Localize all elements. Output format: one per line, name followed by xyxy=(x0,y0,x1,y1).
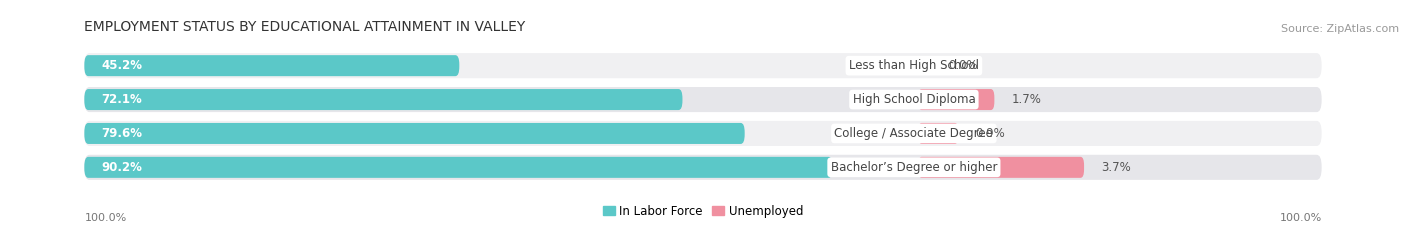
Legend: In Labor Force, Unemployed: In Labor Force, Unemployed xyxy=(598,200,808,223)
FancyBboxPatch shape xyxy=(84,55,460,76)
FancyBboxPatch shape xyxy=(918,157,1084,178)
Text: 0.9%: 0.9% xyxy=(976,127,1005,140)
Text: 0.0%: 0.0% xyxy=(949,59,979,72)
FancyBboxPatch shape xyxy=(84,87,1322,112)
FancyBboxPatch shape xyxy=(918,89,994,110)
FancyBboxPatch shape xyxy=(84,157,832,178)
Text: High School Diploma: High School Diploma xyxy=(852,93,976,106)
FancyBboxPatch shape xyxy=(84,123,745,144)
Text: 3.7%: 3.7% xyxy=(1101,161,1130,174)
Text: Less than High School: Less than High School xyxy=(849,59,979,72)
FancyBboxPatch shape xyxy=(84,53,1322,78)
Text: 1.7%: 1.7% xyxy=(1011,93,1040,106)
Text: 90.2%: 90.2% xyxy=(101,161,142,174)
Text: 72.1%: 72.1% xyxy=(101,93,142,106)
Text: 45.2%: 45.2% xyxy=(101,59,142,72)
Text: EMPLOYMENT STATUS BY EDUCATIONAL ATTAINMENT IN VALLEY: EMPLOYMENT STATUS BY EDUCATIONAL ATTAINM… xyxy=(84,21,526,34)
Text: Source: ZipAtlas.com: Source: ZipAtlas.com xyxy=(1281,24,1399,34)
Text: 79.6%: 79.6% xyxy=(101,127,142,140)
FancyBboxPatch shape xyxy=(84,121,1322,146)
Text: 100.0%: 100.0% xyxy=(1279,213,1322,223)
Text: 100.0%: 100.0% xyxy=(84,213,127,223)
Text: Bachelor’s Degree or higher: Bachelor’s Degree or higher xyxy=(831,161,997,174)
FancyBboxPatch shape xyxy=(84,155,1322,180)
FancyBboxPatch shape xyxy=(918,123,959,144)
Text: College / Associate Degree: College / Associate Degree xyxy=(835,127,993,140)
FancyBboxPatch shape xyxy=(84,89,682,110)
